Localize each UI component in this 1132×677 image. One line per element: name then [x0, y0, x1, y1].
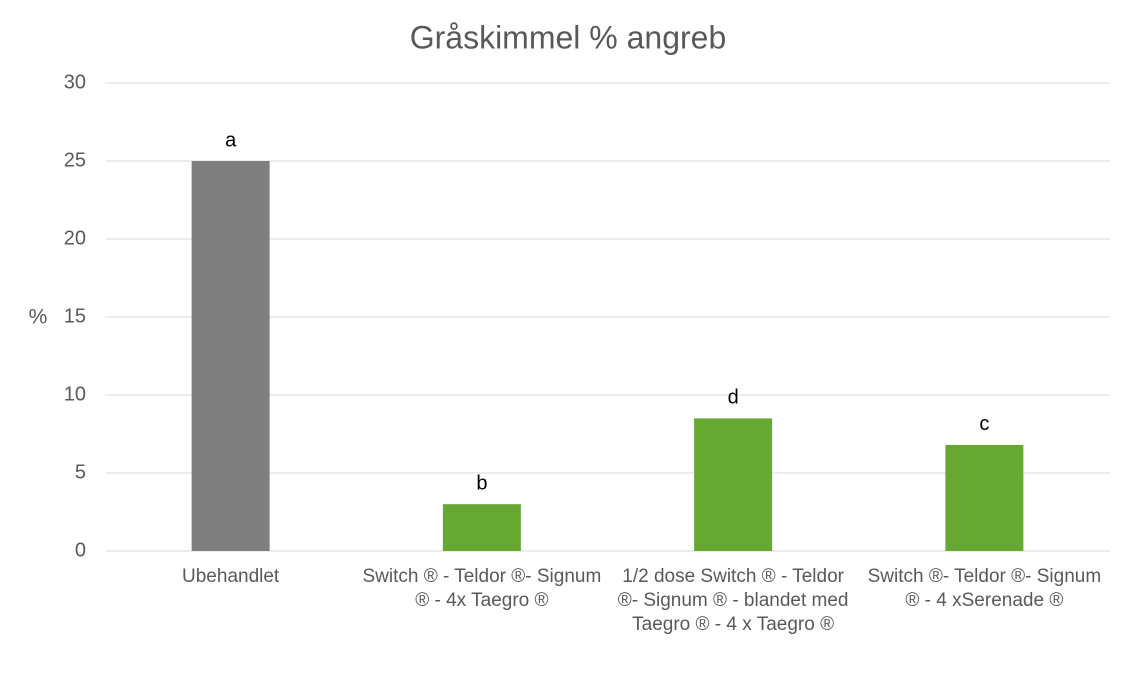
y-tick-label: 20 — [64, 227, 86, 249]
bar-annotation: d — [728, 387, 739, 409]
bar — [442, 504, 521, 551]
bar-annotation: b — [476, 472, 487, 494]
y-tick-label: 10 — [64, 383, 86, 405]
y-tick-label: 0 — [75, 539, 86, 561]
bar-annotation: c — [979, 413, 989, 435]
bar — [694, 418, 773, 551]
y-axis-label: % — [29, 306, 48, 329]
chart-title: Gråskimmel % angreb — [410, 19, 727, 55]
x-tick-label: Switch ® - Teldor ®- Signum ® - 4x Taegr… — [362, 566, 602, 611]
x-tick-label: Ubehandlet — [182, 566, 280, 587]
y-tick-label: 5 — [75, 461, 86, 483]
bar — [191, 161, 270, 551]
y-tick-label: 30 — [64, 71, 86, 93]
x-tick-label: 1/2 dose Switch ® - Teldor ®- Signum ® -… — [617, 566, 849, 635]
bar-annotation: a — [225, 129, 237, 151]
y-tick-label: 25 — [64, 149, 86, 171]
bar — [945, 444, 1024, 551]
y-tick-label: 15 — [64, 305, 86, 327]
x-tick-label: Switch ®- Teldor ®- Signum ® - 4 xSerena… — [867, 566, 1102, 611]
